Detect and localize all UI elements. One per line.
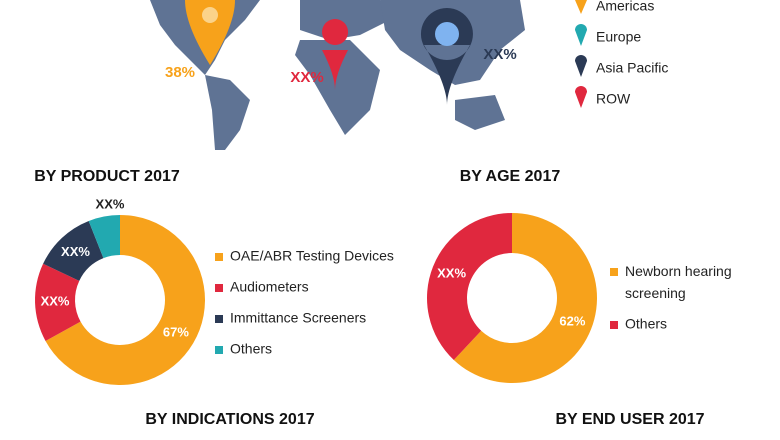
legend-label: OAE/ABR Testing Devices — [230, 248, 394, 264]
donut-segment — [88, 215, 120, 259]
legend-label: Immittance Screeners — [230, 310, 366, 326]
legend-swatch — [610, 268, 618, 276]
donut-segment — [45, 215, 205, 385]
map-annotation: XX% — [483, 46, 516, 63]
donut-segment — [34, 263, 81, 341]
map-annotation: XX% — [290, 69, 323, 86]
data-label: XX% — [437, 266, 466, 281]
legend-swatch — [215, 284, 223, 292]
legend-label: ROW — [596, 91, 631, 107]
data-label: XX% — [41, 293, 70, 308]
map-pins — [185, 0, 473, 105]
section-title: BY END USER 2017 — [555, 411, 704, 428]
map-legend: Americas Europe Asia Pacific ROW — [575, 0, 668, 108]
donut-segment — [43, 220, 104, 281]
chart-title: BY PRODUCT 2017 — [34, 168, 180, 185]
map-annotation: 38% — [165, 64, 195, 81]
data-label: 67% — [163, 325, 189, 340]
legend-swatch — [610, 321, 618, 329]
legend-label: Newborn hearing screening — [625, 263, 732, 301]
legend-line: Newborn hearing — [625, 263, 732, 279]
legend-label: Asia Pacific — [596, 60, 668, 76]
legend-line: screening — [625, 285, 686, 301]
legend-label: Audiometers — [230, 279, 309, 295]
donut-segment — [426, 213, 512, 360]
legend-label: Others — [625, 316, 667, 332]
legend-swatch — [215, 315, 223, 323]
legend-label: Others — [230, 341, 272, 357]
chart-title: BY AGE 2017 — [460, 168, 561, 185]
data-label: XX% — [61, 244, 90, 259]
legend-swatch — [215, 346, 223, 354]
data-label: 62% — [559, 313, 585, 328]
legend-label: Europe — [596, 29, 641, 45]
legend-label: Americas — [596, 0, 654, 14]
donut-segment — [453, 213, 597, 384]
data-label: XX% — [96, 196, 125, 211]
legend-swatch — [215, 253, 223, 261]
section-title: BY INDICATIONS 2017 — [145, 411, 314, 428]
